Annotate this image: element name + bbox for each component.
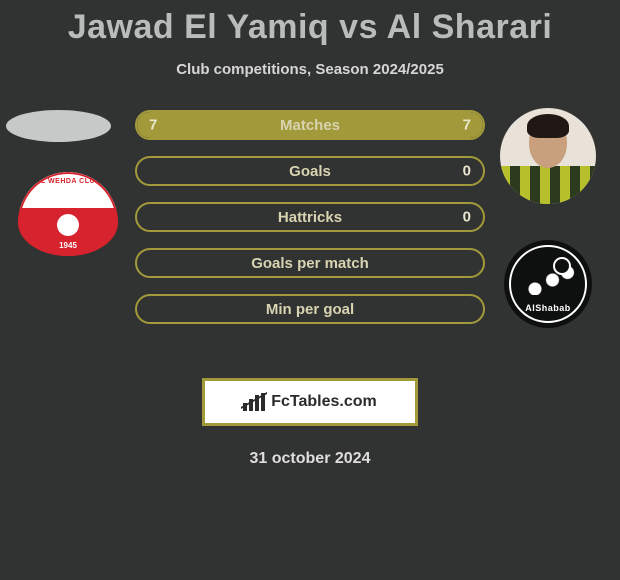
watermark-text: FcTables.com bbox=[271, 393, 377, 411]
stat-value-right: 0 bbox=[463, 163, 471, 180]
stat-row: Goals 0 bbox=[135, 156, 485, 186]
stat-label: Min per goal bbox=[266, 301, 354, 318]
player1-photo bbox=[6, 110, 111, 142]
date-text: 31 october 2024 bbox=[0, 450, 620, 468]
player2-club-logo: AlShabab bbox=[504, 240, 592, 328]
stat-row: Goals per match bbox=[135, 248, 485, 278]
volleyball-icon bbox=[553, 257, 571, 275]
stat-row: Hattricks 0 bbox=[135, 202, 485, 232]
stat-row: Min per goal bbox=[135, 294, 485, 324]
player2-club-name: AlShabab bbox=[511, 303, 585, 313]
page-title: Jawad El Yamiq vs Al Sharari bbox=[0, 0, 620, 47]
stat-value-right: 7 bbox=[463, 117, 471, 134]
ball-icon bbox=[57, 214, 79, 236]
stat-label: Goals per match bbox=[251, 255, 369, 272]
barchart-icon bbox=[243, 393, 265, 411]
watermark[interactable]: FcTables.com bbox=[202, 378, 418, 426]
stat-label: Goals bbox=[289, 163, 331, 180]
stat-label: Matches bbox=[280, 117, 340, 134]
player1-club-year: 1945 bbox=[18, 241, 118, 250]
left-column: AL WEHDA CLUB 1945 bbox=[8, 118, 108, 256]
player1-name: Jawad El Yamiq bbox=[68, 8, 330, 46]
subtitle: Club competitions, Season 2024/2025 bbox=[0, 61, 620, 78]
stat-pills: Matches 7 7 Goals 0 Hattricks 0 Goals per match… bbox=[135, 110, 485, 340]
right-column: AlShabab bbox=[500, 118, 600, 328]
stats-area: AL WEHDA CLUB 1945 AlShabab Matches 7 7 Goa… bbox=[0, 118, 620, 358]
player2-photo bbox=[500, 108, 596, 204]
stat-value-right: 0 bbox=[463, 209, 471, 226]
stat-label: Hattricks bbox=[278, 209, 342, 226]
player1-club-name: AL WEHDA CLUB bbox=[18, 178, 118, 185]
stat-value-left: 7 bbox=[149, 117, 157, 134]
vs-text: vs bbox=[339, 8, 378, 46]
player2-name: Al Sharari bbox=[387, 8, 553, 46]
player1-club-logo: AL WEHDA CLUB 1945 bbox=[18, 172, 118, 256]
stat-row: Matches 7 7 bbox=[135, 110, 485, 140]
